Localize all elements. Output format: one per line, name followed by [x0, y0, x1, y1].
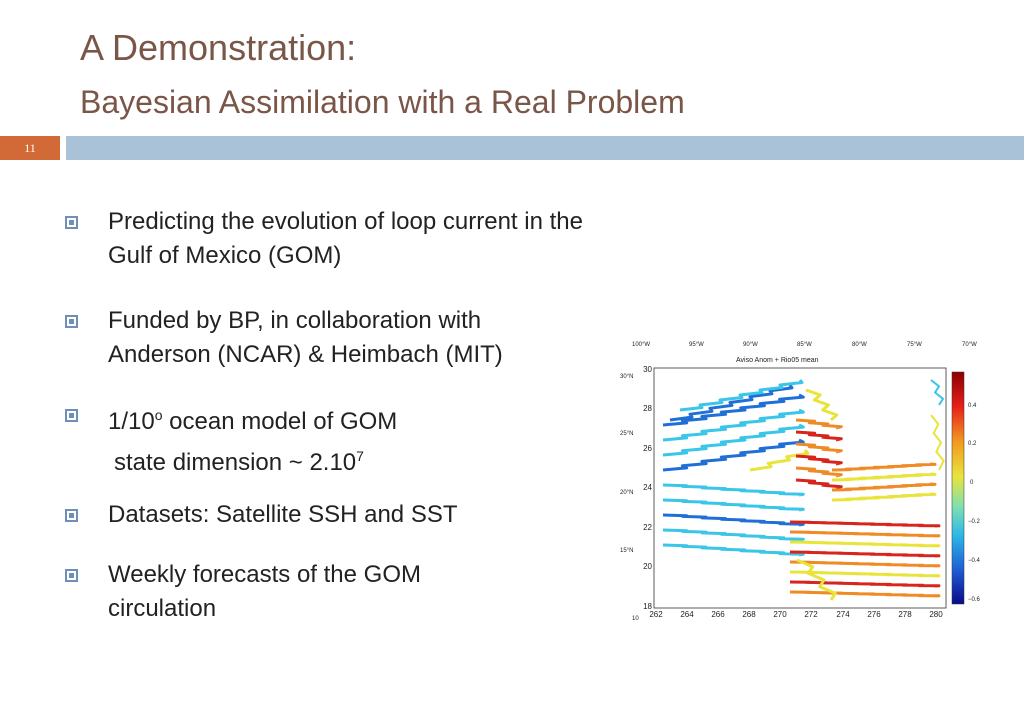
satellite-track [662, 423, 805, 457]
satellite-track [831, 482, 937, 492]
slide-title: A Demonstration: [80, 27, 357, 68]
satellite-track [789, 540, 941, 548]
satellite-track [930, 379, 944, 406]
y-tick: 22 [643, 523, 652, 532]
lat-label: 15°N [620, 548, 633, 554]
satellite-track [795, 430, 843, 442]
lat-label: 25°N [620, 431, 633, 437]
satellite-track [679, 379, 804, 412]
satellite-track [795, 418, 843, 430]
bullet-text: circulation [108, 595, 217, 622]
satellite-track [662, 438, 805, 472]
satellite-track [796, 558, 837, 601]
side-latitude-labels: 30°N 25°N 20°N 15°N 10 [620, 374, 639, 622]
satellite-track [669, 384, 794, 422]
lat-label: 30°N [620, 374, 633, 380]
bullet-square-icon [65, 509, 78, 522]
satellite-track [831, 472, 937, 482]
y-tick: 28 [643, 404, 652, 413]
lon-label: 75°W [907, 342, 922, 348]
satellite-track [795, 466, 843, 478]
y-tick-labels: 30 28 26 24 22 20 18 [643, 365, 652, 611]
bullet-text: Funded by BP, in collaboration with [108, 307, 482, 334]
colorbar-tick: 0 [970, 480, 974, 486]
satellite-track [662, 498, 805, 512]
bullet-square-icon [65, 569, 78, 582]
satellite-track [749, 449, 810, 472]
satellite-track [831, 492, 937, 502]
x-tick: 262 [649, 610, 663, 619]
bullet-square-icon [65, 216, 78, 229]
colorbar-tick-labels: 0.4 0.2 0 −0.2 −0.4 −0.6 [968, 403, 981, 603]
satellite-track [789, 580, 941, 588]
bullet-text: Gulf of Mexico (GOM) [108, 242, 342, 269]
x-tick: 264 [680, 610, 694, 619]
ssh-map-figure: 100°W 95°W 90°W 85°W 80°W 75°W 70°W Avis… [620, 342, 981, 622]
satellite-track [662, 483, 805, 497]
figure-title: Aviso Anom + Rio05 mean [736, 357, 819, 364]
lat-label: 10 [632, 616, 639, 622]
satellite-track [789, 570, 941, 578]
y-tick: 18 [643, 602, 652, 611]
colorbar-tick: −0.6 [968, 597, 981, 603]
satellite-track [795, 478, 843, 490]
slide-subtitle: Bayesian Assimilation with a Real Proble… [80, 84, 685, 120]
colorbar-tick: 0.4 [968, 403, 977, 409]
bullet-square-icon [65, 315, 78, 328]
x-tick: 272 [804, 610, 818, 619]
x-tick: 268 [742, 610, 756, 619]
y-tick: 20 [643, 562, 652, 571]
satellite-track [662, 513, 805, 527]
bullet-text: Weekly forecasts of the GOM [108, 561, 421, 588]
lon-label: 70°W [962, 342, 977, 348]
bullet-text: 1/10o ocean model of GOM [108, 407, 398, 435]
lon-label: 100°W [632, 342, 650, 348]
satellite-track [930, 414, 945, 471]
slide-number: 11 [0, 136, 60, 160]
satellite-track-layer [662, 379, 945, 601]
header-rule [66, 136, 1024, 160]
lon-label: 95°W [689, 342, 704, 348]
colorbar-tick: −0.4 [968, 558, 981, 564]
colorbar-tick: −0.2 [968, 519, 981, 525]
satellite-track [789, 530, 941, 538]
y-tick: 24 [643, 483, 652, 492]
bullet-text: Anderson (NCAR) & Heimbach (MIT) [108, 341, 503, 368]
colorbar [951, 371, 965, 605]
satellite-track [662, 408, 805, 442]
top-longitude-labels: 100°W 95°W 90°W 85°W 80°W 75°W 70°W [632, 342, 977, 348]
satellite-track [831, 462, 937, 472]
lat-label: 20°N [620, 490, 633, 496]
satellite-track [662, 543, 805, 557]
satellite-track [662, 528, 805, 542]
satellite-track [789, 590, 941, 598]
satellite-track [795, 454, 843, 466]
x-tick: 278 [898, 610, 912, 619]
x-tick: 280 [929, 610, 943, 619]
satellite-track [789, 550, 941, 558]
satellite-track [662, 393, 805, 427]
satellite-track [795, 442, 843, 454]
bullet-square-icon [65, 409, 78, 422]
x-tick-labels: 262 264 266 268 270 272 274 276 278 280 [649, 610, 943, 619]
x-tick: 266 [711, 610, 725, 619]
bullet-text: Predicting the evolution of loop current… [108, 208, 583, 235]
bullet-text: state dimension ~ 2.107 [114, 448, 364, 476]
x-tick: 270 [773, 610, 787, 619]
lon-label: 80°W [852, 342, 867, 348]
x-tick: 276 [867, 610, 881, 619]
lon-label: 90°W [743, 342, 758, 348]
satellite-track [789, 520, 941, 528]
y-tick: 30 [643, 365, 652, 374]
y-tick: 26 [643, 444, 652, 453]
colorbar-tick: 0.2 [968, 441, 977, 447]
satellite-track [805, 388, 839, 422]
satellite-track [789, 560, 941, 568]
x-tick: 274 [836, 610, 850, 619]
bullet-text: Datasets: Satellite SSH and SST [108, 501, 458, 528]
lon-label: 85°W [797, 342, 812, 348]
